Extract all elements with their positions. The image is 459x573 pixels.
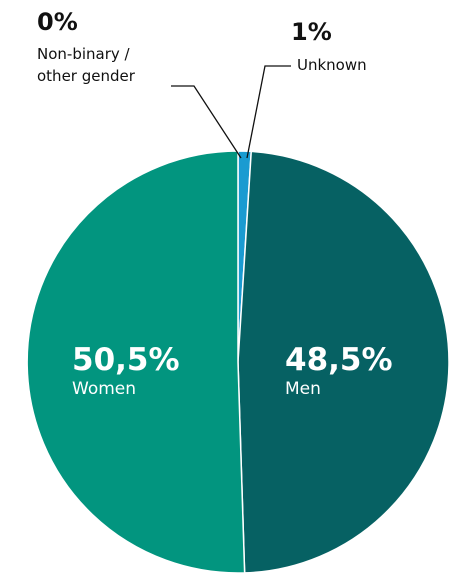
pie-slices (26, 150, 450, 573)
slice-value-label-men: 48,5% (285, 342, 393, 378)
pie-slice-men (237, 150, 450, 573)
leader-line-unknown (246, 65, 291, 159)
pie-slice-women (26, 150, 246, 573)
slice-name-label-women: Women (72, 379, 136, 399)
slice-name-label-unknown: Unknown (297, 56, 367, 74)
slice-name-label-nonbinary-line2: other gender (37, 67, 136, 85)
slice-name-label-men: Men (285, 379, 321, 399)
slice-name-label-nonbinary-line1: Non-binary / (37, 45, 131, 63)
slice-value-label-unknown: 1% (291, 18, 332, 46)
slice-value-label-nonbinary: 0% (37, 8, 78, 36)
leader-line-nonbinary (171, 85, 242, 159)
slice-value-label-women: 50,5% (72, 342, 180, 378)
